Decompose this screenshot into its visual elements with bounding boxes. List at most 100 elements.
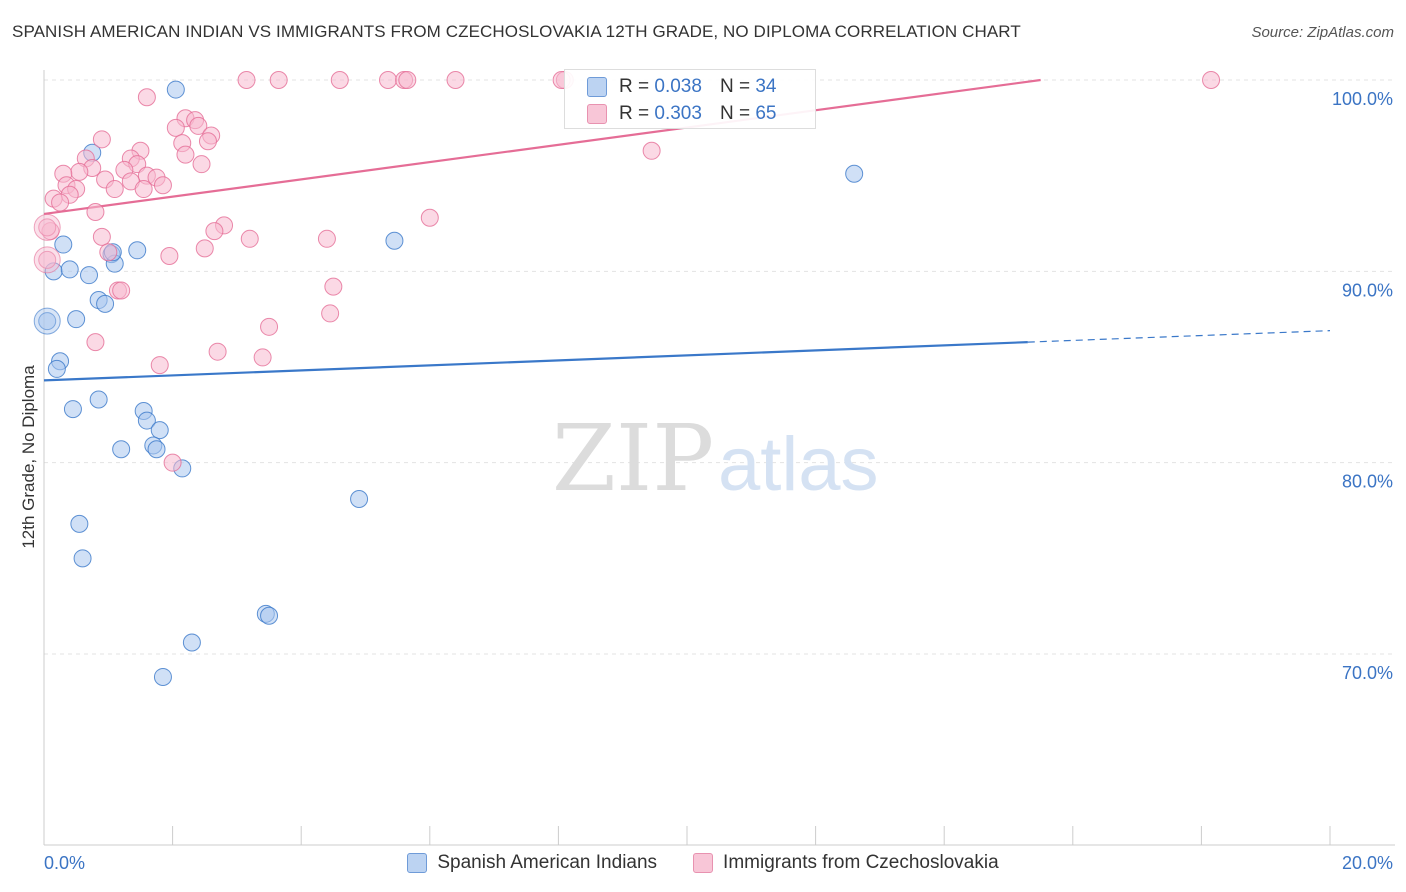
series-legend-label: Immigrants from Czechoslovakia [723, 852, 999, 873]
data-point [379, 71, 398, 89]
data-point [112, 440, 131, 459]
data-point [99, 243, 118, 262]
data-point [253, 348, 272, 367]
data-point [38, 250, 57, 269]
watermark-atlas: atlas [718, 422, 879, 507]
legend-n-label: N = [719, 76, 751, 97]
legend-row-immigrants-from-czechoslovakia: R = 0.303 N = 65 [587, 101, 776, 127]
legend-r-label: R = [619, 76, 650, 97]
data-point [38, 312, 57, 331]
series-swatch-pink [693, 853, 714, 873]
data-point [80, 266, 99, 285]
data-point [160, 247, 179, 266]
data-point [385, 231, 404, 250]
legend-r-value: 0.303 [654, 103, 702, 124]
series-legend-label: Spanish American Indians [437, 852, 658, 873]
data-point [642, 141, 661, 160]
data-point [86, 333, 105, 352]
data-point [166, 80, 185, 99]
data-point [92, 227, 111, 246]
legend-box: R = 0.038 N = 34 R = 0.303 N = 65 [564, 69, 816, 129]
series-swatch-blue [407, 853, 428, 873]
x-tick-label: 20.0% [1342, 853, 1393, 873]
data-point [137, 411, 156, 430]
data-point [73, 549, 92, 568]
data-point [198, 132, 217, 151]
data-point [205, 222, 224, 241]
data-point [166, 118, 185, 137]
data-point [96, 294, 115, 313]
data-point [112, 281, 131, 300]
legend-swatch-pink [587, 104, 607, 124]
data-point [240, 229, 259, 248]
series-legend-item-pink: Immigrants from Czechoslovakia [693, 852, 999, 874]
data-point [269, 71, 288, 89]
data-point [420, 208, 439, 227]
data-point [260, 317, 279, 336]
data-point [182, 633, 201, 652]
series-legend: Spanish American Indians Immigrants from… [0, 852, 1406, 874]
data-point [70, 514, 89, 533]
trend-line [43, 78, 1041, 216]
data-point [398, 71, 417, 89]
watermark-zip: ZIP [552, 405, 714, 512]
data-point [153, 176, 172, 195]
y-tick-label: 90.0% [1342, 280, 1393, 300]
trend-line [43, 341, 1028, 382]
legend-n-value: 34 [755, 76, 777, 97]
data-point [189, 116, 208, 135]
data-point [70, 162, 89, 181]
data-point [208, 342, 227, 361]
data-point [330, 71, 349, 89]
data-point [317, 229, 336, 248]
data-point [150, 421, 169, 440]
data-point [60, 260, 79, 279]
data-point [67, 310, 86, 329]
data-point [153, 667, 172, 686]
data-point [33, 213, 61, 241]
legend-swatch-blue [587, 77, 607, 97]
data-point [54, 235, 73, 254]
data-point [33, 307, 61, 335]
legend-n-label: N = [719, 103, 751, 124]
legend-n-value: 65 [755, 103, 777, 124]
data-point [1202, 71, 1221, 89]
y-tick-label: 100.0% [1332, 89, 1393, 109]
data-point [147, 440, 166, 459]
data-point [195, 239, 214, 258]
data-point [192, 155, 211, 174]
data-point [128, 241, 147, 260]
data-point [89, 390, 108, 409]
legend-r-value: 0.038 [654, 76, 702, 97]
data-point [176, 145, 195, 164]
legend-r-label: R = [619, 103, 650, 124]
x-tick-label: 0.0% [44, 853, 85, 873]
chart-title: SPANISH AMERICAN INDIAN VS IMMIGRANTS FR… [12, 22, 1021, 41]
data-point [321, 304, 340, 323]
data-point [63, 400, 82, 419]
data-point [260, 606, 279, 625]
data-point [446, 71, 465, 89]
data-point [134, 180, 153, 199]
data-point [47, 359, 66, 378]
data-point [33, 246, 61, 274]
data-point [137, 88, 156, 107]
trend-line-extension [1027, 330, 1331, 343]
data-point [92, 130, 111, 149]
data-point [105, 180, 124, 199]
data-point [51, 193, 70, 212]
y-tick-label: 70.0% [1342, 663, 1393, 683]
data-point [150, 356, 169, 375]
data-point [163, 453, 182, 472]
source-label: Source: ZipAtlas.com [1251, 24, 1394, 41]
data-point [86, 203, 105, 222]
data-point [845, 164, 864, 183]
data-point [350, 490, 369, 509]
data-point [38, 218, 57, 237]
legend-row-spanish-american-indians: R = 0.038 N = 34 [587, 74, 776, 100]
data-point [237, 71, 256, 89]
y-tick-label: 80.0% [1342, 472, 1393, 492]
series-legend-item-blue: Spanish American Indians [407, 852, 657, 874]
data-point [324, 277, 343, 296]
